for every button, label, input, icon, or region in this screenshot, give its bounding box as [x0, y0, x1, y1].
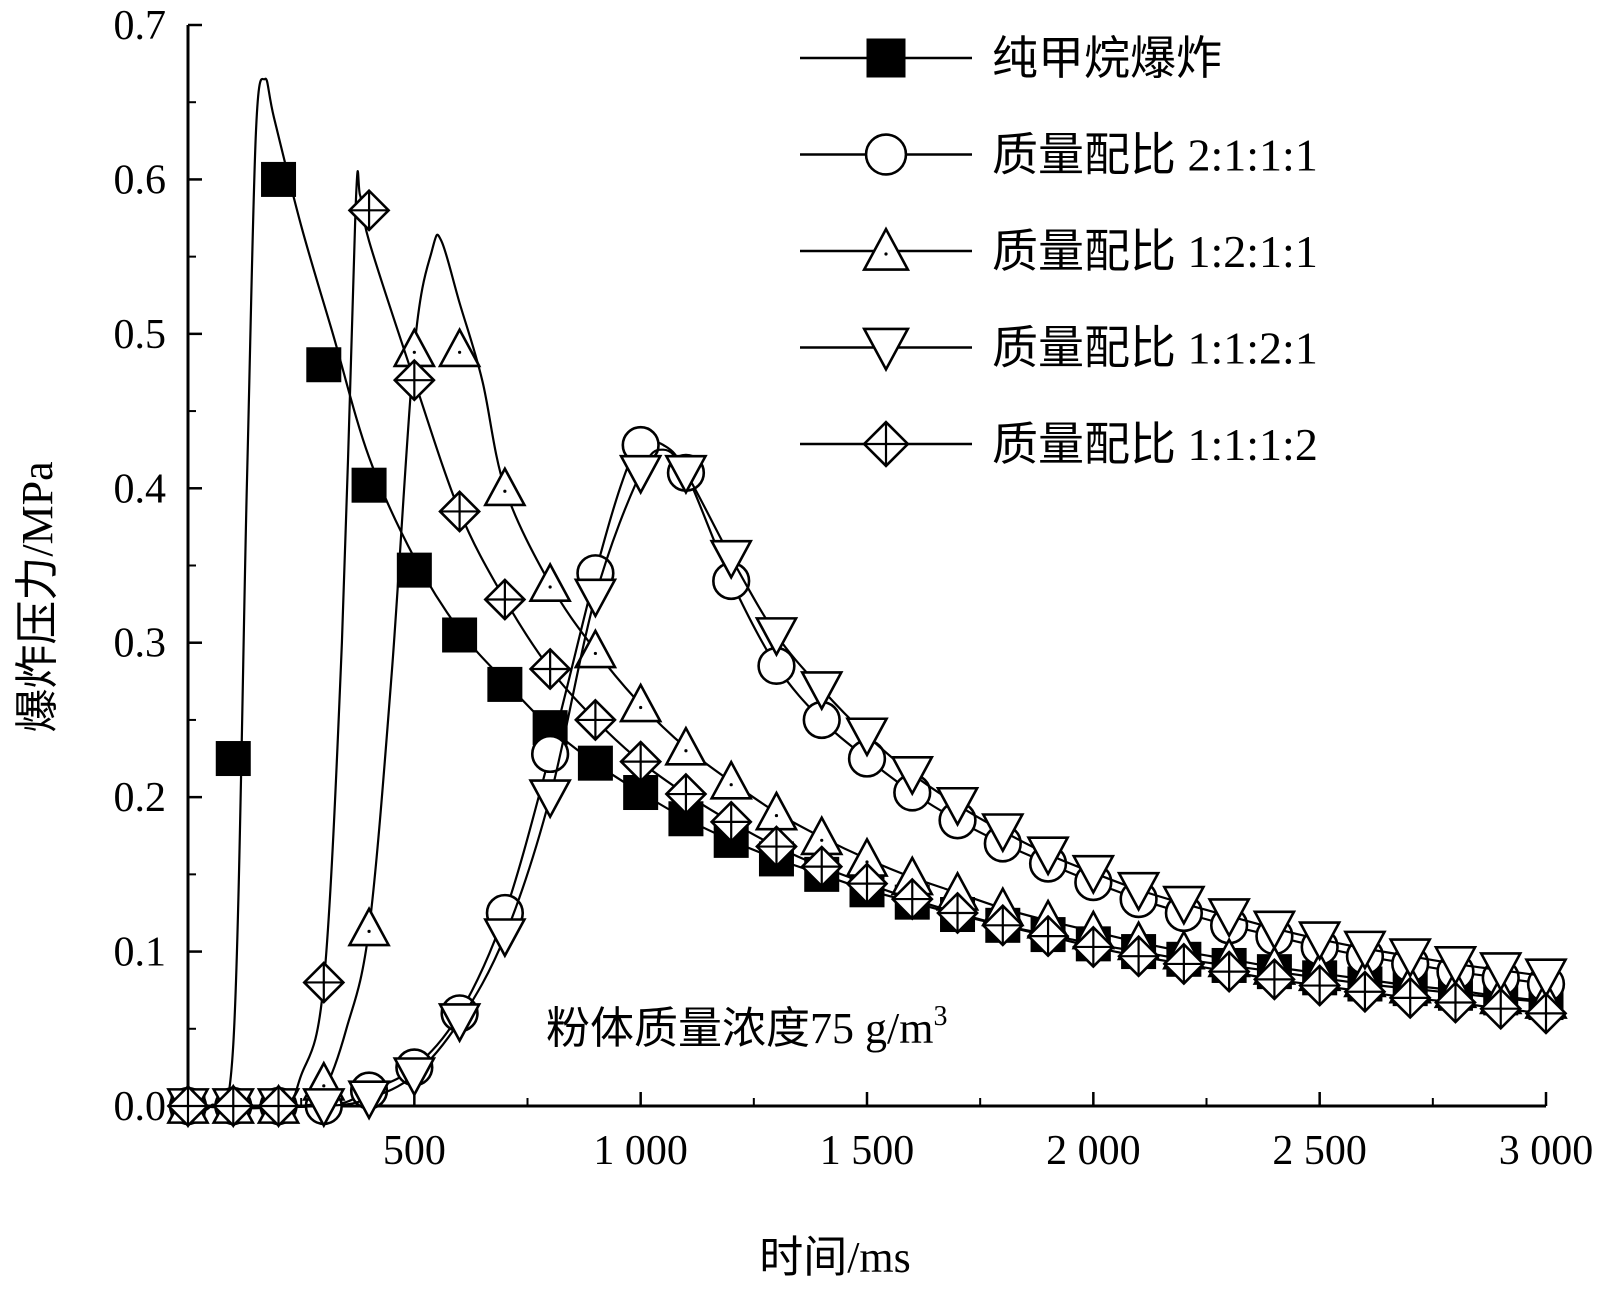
triangle-down-marker	[528, 779, 572, 820]
triangle-up-marker	[754, 790, 799, 831]
triangle-up-marker-dot	[548, 585, 552, 589]
x-tick-label: 2 000	[1046, 1128, 1141, 1174]
triangle-down-marker	[800, 671, 844, 712]
triangle-up-marker-dot	[865, 860, 869, 864]
triangle-up-marker-dot	[458, 350, 462, 354]
triangle-down-marker	[1297, 921, 1342, 962]
triangle-up-marker	[573, 628, 618, 669]
triangle-down-marker	[935, 786, 980, 828]
triangle-down-marker	[754, 617, 799, 658]
filled-square-marker	[866, 38, 906, 78]
y-tick-label: 0.4	[114, 466, 167, 512]
triangle-down-marker	[664, 454, 708, 496]
triangle-down-marker	[618, 454, 663, 496]
triangle-down-marker	[1433, 946, 1478, 987]
filled-square-marker	[306, 347, 342, 383]
filled-square-marker	[487, 666, 523, 702]
x-tick-label: 2 500	[1272, 1128, 1367, 1174]
series-line	[187, 233, 1547, 1109]
y-tick-label: 0.6	[114, 157, 167, 203]
triangle-up-marker-dot	[684, 749, 688, 753]
triangle-down-marker	[1116, 871, 1161, 913]
x-tick-label: 1 000	[593, 1128, 688, 1174]
legend-label: 质量配比 2:1:1:1	[992, 130, 1318, 181]
y-tick-label: 0.5	[114, 312, 167, 358]
triangle-down-marker	[1479, 952, 1523, 993]
triangle-up-marker-dot	[367, 929, 371, 934]
x-axis-title: 时间/ms	[759, 1233, 911, 1282]
triangle-down-marker	[861, 327, 911, 373]
triangle-up-marker	[664, 725, 708, 766]
triangle-up-marker-dot	[412, 350, 416, 354]
triangle-down-marker	[845, 717, 889, 758]
triangle-down-marker	[1524, 958, 1568, 999]
triangle-up-marker-dot	[729, 783, 733, 787]
triangle-down-marker	[347, 1080, 391, 1121]
triangle-down-marker	[1162, 885, 1206, 926]
y-axis-title: 爆炸压力/MPa	[13, 461, 62, 732]
triangle-up-marker-dot	[884, 252, 888, 256]
legend-label: 纯甲烷爆炸	[992, 33, 1222, 84]
triangle-down-marker	[437, 1003, 482, 1044]
triangle-up-marker-dot	[774, 813, 779, 818]
triangle-down-marker	[1207, 898, 1251, 939]
legend-label: 质量配比 1:2:1:1	[992, 226, 1318, 277]
triangle-up-marker-dot	[639, 705, 643, 710]
triangle-down-marker	[890, 756, 934, 797]
triangle-down-marker	[392, 1057, 437, 1098]
filled-square-marker	[442, 617, 478, 653]
triangle-down-marker	[483, 918, 527, 959]
legend-item-2: 质量配比 2:1:1:1	[800, 130, 1318, 181]
y-axis: 0.0 0.1 0.2 0.3 0.4 0.5 0.6 0.7	[114, 3, 202, 1130]
y-tick-label: 0.2	[114, 775, 167, 821]
triangle-up-marker-dot	[503, 489, 507, 493]
x-tick-label: 1 500	[820, 1128, 915, 1174]
triangle-down-marker	[1026, 836, 1070, 877]
legend-item-4: 质量配比 1:1:2:1	[800, 323, 1318, 374]
legend-item-3: 质量配比 1:2:1:1	[800, 226, 1318, 277]
triangle-down-marker	[573, 578, 618, 619]
y-tick-label: 0.1	[114, 930, 167, 976]
filled-square-marker	[351, 467, 387, 503]
legend-label: 质量配比 1:1:1:2	[992, 419, 1318, 470]
triangle-down-marker	[302, 1088, 346, 1129]
y-tick-label: 0.7	[114, 3, 167, 49]
triangle-down-marker	[981, 813, 1025, 854]
triangle-down-marker	[1388, 938, 1432, 979]
y-tick-label: 0.0	[114, 1084, 167, 1130]
legend-item-5: 质量配比 1:1:1:2	[800, 419, 1318, 470]
filled-square-marker	[396, 552, 432, 588]
series-line	[187, 170, 1547, 1110]
filled-square-marker	[215, 741, 251, 777]
triangle-up-marker-dot	[322, 1084, 326, 1088]
triangle-up-marker	[861, 226, 911, 271]
triangle-up-marker	[437, 327, 482, 368]
filled-square-marker	[261, 161, 297, 197]
concentration-annotation: 粉体质量浓度75 g/m3	[546, 1001, 947, 1053]
triangle-up-marker	[709, 759, 753, 800]
triangle-up-marker	[347, 906, 391, 947]
y-tick-label: 0.3	[114, 621, 167, 667]
series-5	[166, 170, 1568, 1128]
series-layer	[166, 77, 1568, 1129]
triangle-down-marker	[1343, 930, 1387, 971]
x-tick-label: 500	[383, 1128, 446, 1174]
triangle-down-marker	[709, 539, 753, 581]
triangle-up-marker	[483, 466, 527, 507]
filled-square-marker	[577, 745, 613, 781]
triangle-up-marker-dot	[593, 651, 598, 656]
circle-marker	[864, 133, 908, 176]
triangle-up-marker	[618, 682, 663, 723]
series-line	[187, 77, 1547, 1112]
triangle-down-marker	[1071, 854, 1116, 896]
legend-label: 质量配比 1:1:2:1	[992, 323, 1318, 374]
triangle-up-marker	[528, 561, 572, 602]
x-tick-label: 3 000	[1499, 1128, 1594, 1174]
x-axis: 500 1 000 1 500 2 000 2 500 3 000	[300, 1092, 1594, 1174]
triangle-down-marker	[1252, 910, 1297, 951]
triangle-up-marker-dot	[820, 838, 824, 842]
legend-item-1: 纯甲烷爆炸	[800, 33, 1222, 84]
